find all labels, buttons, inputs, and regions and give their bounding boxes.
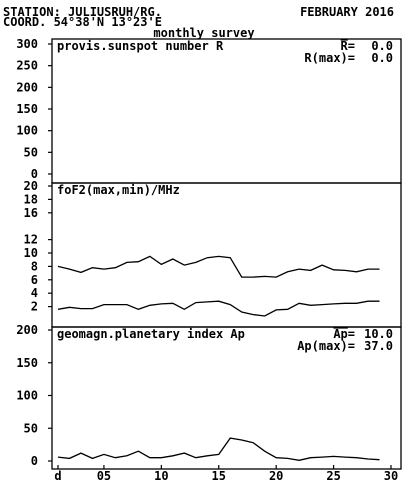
- y-tick-label: 300: [16, 37, 38, 51]
- y-tick-label: 250: [16, 59, 38, 73]
- x-tick-label: 25: [326, 469, 340, 480]
- y-tick-label: 12: [24, 233, 38, 247]
- y-tick-label: 16: [24, 206, 38, 220]
- x-tick-label: 10: [154, 469, 168, 480]
- panel-1-stat-label: R(max)=: [304, 51, 355, 65]
- panel-2-title: foF2(max,min)/MHz: [57, 183, 180, 197]
- panel-1-stat-value: 0.0: [371, 39, 393, 53]
- y-tick-label: 4: [31, 286, 38, 300]
- panel-2-series-1: [57, 255, 380, 278]
- x-tick-label: 15: [212, 469, 226, 480]
- x-tick-label: d: [54, 469, 61, 480]
- y-tick-label: 10: [24, 246, 38, 260]
- x-tick-label: 05: [97, 469, 111, 480]
- y-tick-label: 18: [24, 192, 38, 206]
- coordinates-label: COORD. 54°38'N 13°23'E: [3, 15, 162, 29]
- panel-3-series-1: [57, 437, 380, 461]
- y-tick-label: 0: [31, 454, 38, 468]
- y-tick-label: 150: [16, 102, 38, 116]
- y-tick-label: 200: [16, 80, 38, 94]
- survey-label: monthly survey: [153, 26, 255, 40]
- panel-3-stat-label: Ap=: [333, 327, 355, 341]
- x-tick-label: 20: [269, 469, 283, 480]
- y-tick-label: 150: [16, 356, 38, 370]
- y-tick-label: 20: [24, 179, 38, 193]
- panel-3-stat-value: 10.0: [364, 327, 393, 341]
- panel-2-frame: [51, 182, 402, 328]
- y-tick-label: 50: [24, 145, 38, 159]
- y-tick-label: 100: [16, 389, 38, 403]
- y-tick-label: 6: [31, 273, 38, 287]
- y-tick-label: 2: [31, 300, 38, 314]
- y-tick-label: 8: [31, 259, 38, 273]
- station-label: STATION: JULIUSRUH/RG.: [3, 5, 162, 19]
- month-label: FEBRUARY 2016: [300, 5, 394, 19]
- y-tick-label: 0: [31, 167, 38, 181]
- y-tick-label: 100: [16, 124, 38, 138]
- panel-1-stat-value: 0.0: [371, 51, 393, 65]
- panel-1-title: provis.sunspot number R: [57, 39, 224, 53]
- panel-3-stat-value: 37.0: [364, 339, 393, 353]
- panel-1-stat-label: R=: [341, 39, 355, 53]
- y-tick-label: 50: [24, 421, 38, 435]
- y-tick-label: 200: [16, 323, 38, 337]
- x-tick-label: 30: [384, 469, 398, 480]
- panel-3-title: geomagn.planetary index Ap: [57, 327, 245, 341]
- panel-2-series-2: [57, 300, 380, 317]
- panel-3-stat-label: Ap(max)=: [297, 339, 355, 353]
- panel-3-frame: [51, 326, 402, 470]
